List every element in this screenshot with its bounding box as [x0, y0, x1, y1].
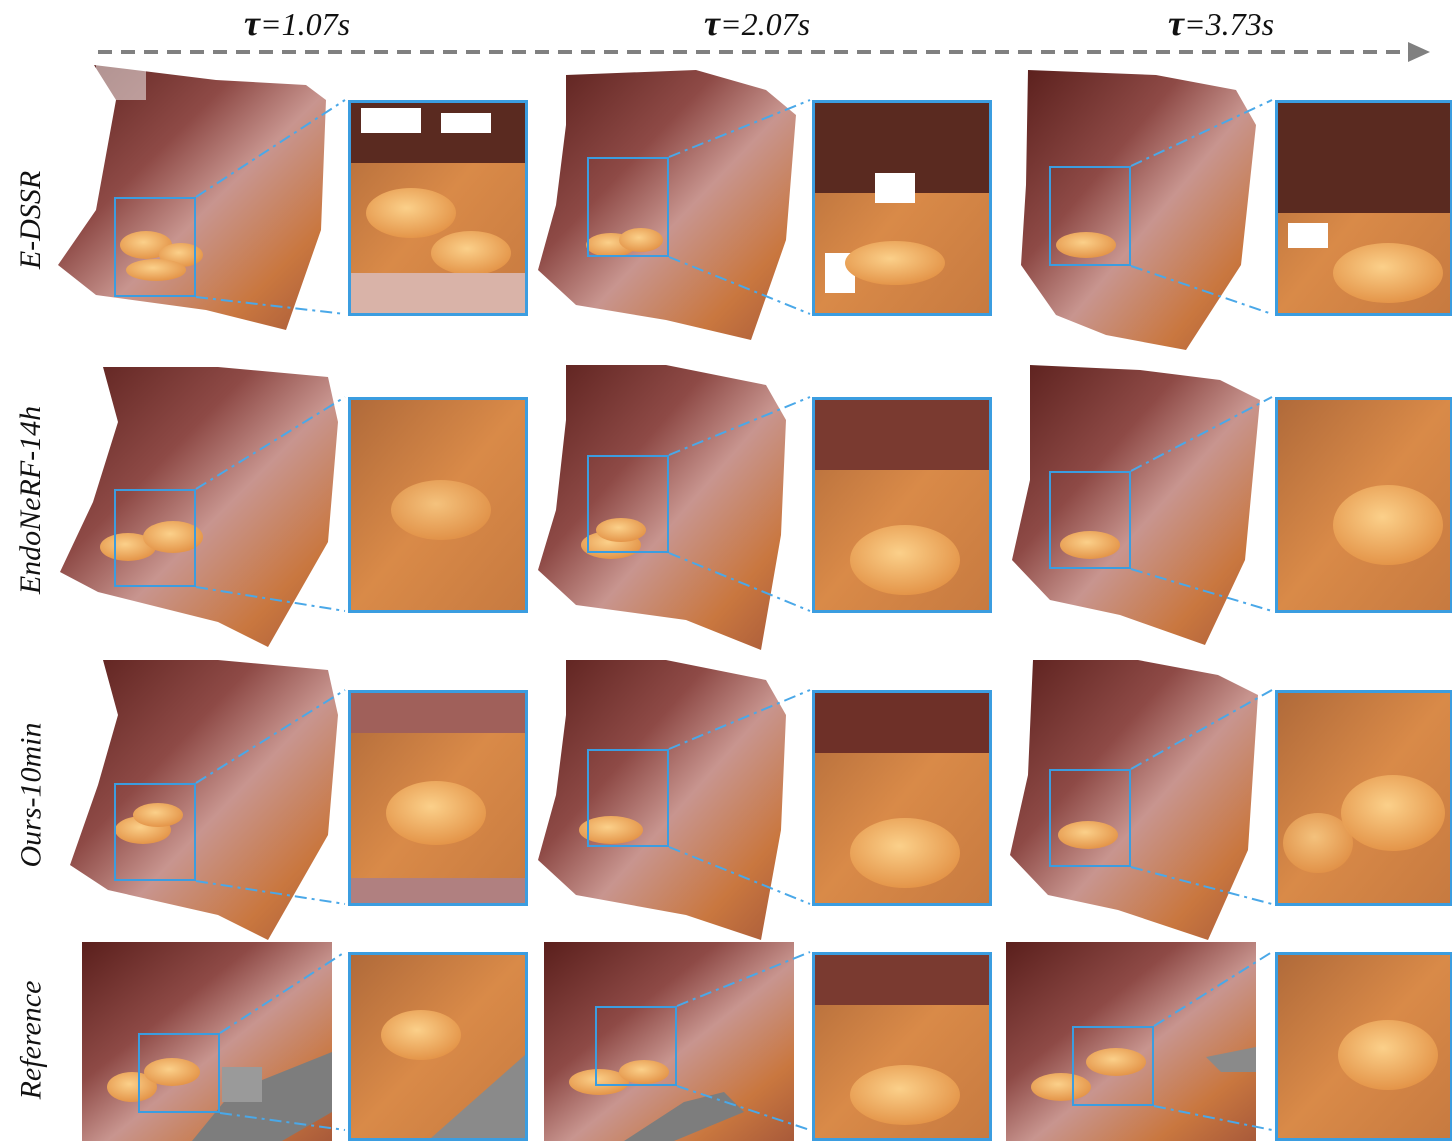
roi-box [114, 197, 196, 297]
roi-box [587, 157, 669, 257]
zoom-endonerf-t2 [812, 397, 992, 613]
render-edssr-t2 [538, 70, 796, 340]
zoom-reference-t2 [812, 952, 992, 1141]
render-endonerf-t2 [538, 365, 786, 650]
row-label-reference: Reference [14, 980, 47, 1100]
render-edssr-t1 [58, 60, 326, 330]
roi-box [595, 1006, 677, 1086]
roi-box [138, 1033, 220, 1113]
render-endonerf-t1 [60, 367, 338, 647]
time-label-2: τ=2.07s [704, 3, 811, 43]
row-label-edssr: E-DSSR [14, 170, 47, 270]
row-label-endonerf: EndoNeRF-14h [14, 405, 48, 595]
roi-box [1049, 166, 1131, 266]
roi-box [114, 489, 196, 587]
roi-box [1049, 769, 1131, 867]
time-label-1: τ=1.07s [244, 3, 351, 43]
row-label-ours: Ours-10min [14, 722, 48, 868]
zoom-ours-t2 [812, 690, 992, 906]
render-ours-t2 [538, 660, 786, 940]
time-label-3: τ=3.73s [1168, 3, 1275, 43]
render-ours-t3 [1010, 660, 1258, 940]
roi-box [587, 455, 669, 553]
roi-box [587, 749, 669, 847]
zoom-endonerf-t1 [348, 397, 528, 613]
render-ours-t1 [70, 660, 338, 940]
zoom-ours-t1 [348, 690, 528, 906]
zoom-endonerf-t3 [1275, 397, 1452, 613]
zoom-reference-t3 [1275, 952, 1452, 1141]
zoom-edssr-t3 [1275, 100, 1452, 316]
zoom-reference-t1 [348, 952, 528, 1141]
zoom-ours-t3 [1275, 690, 1452, 906]
roi-box [114, 783, 196, 881]
zoom-edssr-t2 [812, 100, 992, 316]
roi-box [1072, 1026, 1154, 1106]
zoom-edssr-t1 [348, 100, 528, 316]
roi-box [1049, 471, 1131, 569]
